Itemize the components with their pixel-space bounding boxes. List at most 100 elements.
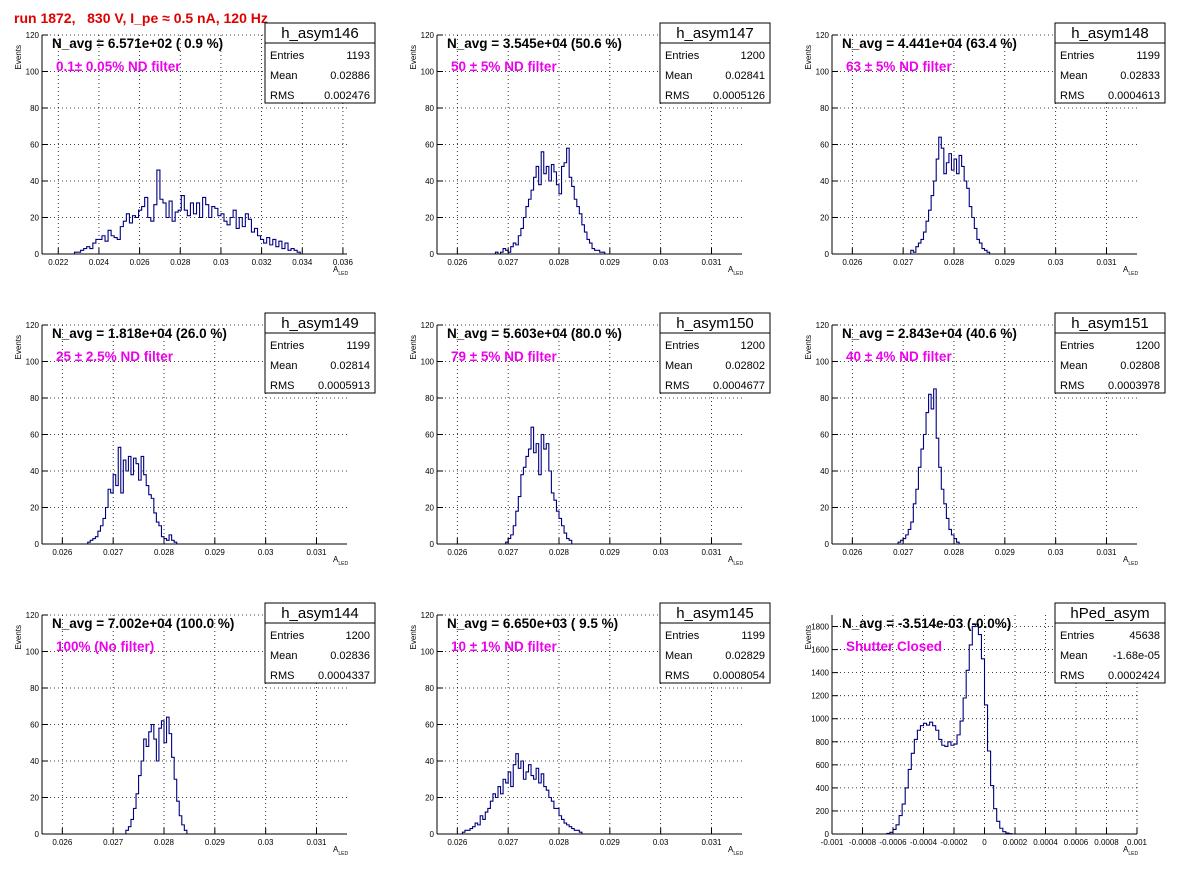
x-tick-label: 0.026 xyxy=(447,548,468,557)
x-tick-label: 0.031 xyxy=(1096,548,1117,557)
x-tick-label: 0.028 xyxy=(549,548,570,557)
stats-label: RMS xyxy=(1060,380,1084,392)
stats-label: Entries xyxy=(1060,630,1095,642)
stats-box xyxy=(1054,312,1166,394)
x-tick-label: 0.03 xyxy=(258,548,274,557)
stats-title: h_asym146 xyxy=(281,25,359,42)
stats-value: 0.02829 xyxy=(725,650,765,662)
stats-label: Entries xyxy=(665,50,700,62)
y-tick-label: 80 xyxy=(30,394,39,403)
stats-label: Entries xyxy=(270,50,305,62)
y-tick-label: 60 xyxy=(425,141,434,150)
stats-box xyxy=(659,602,771,684)
x-tick-label: 0 xyxy=(982,838,987,847)
histogram-line xyxy=(461,753,583,834)
x-tick-label: 0.031 xyxy=(701,838,722,847)
y-tick-label: 100 xyxy=(421,648,435,657)
x-tick-label: 0.029 xyxy=(600,838,621,847)
histogram-line xyxy=(87,446,178,544)
x-tick-label: 0.034 xyxy=(292,258,313,267)
x-tick-label: 0.027 xyxy=(103,548,124,557)
histogram-pad-h_asym145: 0.026 0.027 0.028 0.029 0.03 0.031 0 20 40 60 80 10… xyxy=(409,602,771,857)
stats-label: Mean xyxy=(1060,650,1088,662)
x-tick-label: 0.029 xyxy=(995,258,1016,267)
x-tick-label: 0.028 xyxy=(170,258,191,267)
histogram-header: N_avg = 5.603e+04 (80.0 %) xyxy=(447,326,622,341)
stats-value: 0.0003978 xyxy=(1108,380,1160,392)
filter-annotation: 63 ± 5% ND filter xyxy=(846,59,952,74)
stats-title: h_asym145 xyxy=(676,605,754,622)
y-tick-label: 80 xyxy=(30,684,39,693)
histogram-pad-h_asym147: 0.026 0.027 0.028 0.029 0.03 0.031 0 20 40 60 80 10… xyxy=(409,22,771,277)
stats-label: RMS xyxy=(270,380,294,392)
x-tick-label: 0.029 xyxy=(205,838,226,847)
x-tick-label: 0.022 xyxy=(48,258,69,267)
stats-value: 1193 xyxy=(346,50,370,62)
x-tick-label: -0.001 xyxy=(821,838,844,847)
stats-label: RMS xyxy=(665,90,689,102)
x-tick-label: 0.026 xyxy=(130,258,151,267)
stats-label: Entries xyxy=(270,340,305,352)
x-tick-label: 0.029 xyxy=(600,548,621,557)
y-axis-label: Events xyxy=(409,335,418,359)
histogram-pad-h_asym148: 0.026 0.027 0.028 0.029 0.03 0.031 0 20 40 60 80 10… xyxy=(804,22,1166,277)
y-tick-label: 100 xyxy=(26,68,40,77)
x-tick-label: 0.024 xyxy=(89,258,110,267)
y-tick-label: 40 xyxy=(425,757,434,766)
filter-annotation: 79 ± 5% ND filter xyxy=(451,349,557,364)
filter-annotation: 40 ± 4% ND filter xyxy=(846,349,952,364)
stats-value: 0.0004677 xyxy=(713,380,765,392)
filter-annotation: 10 ± 1% ND filter xyxy=(451,639,557,654)
histogram-header: N_avg = 6.650e+03 ( 9.5 %) xyxy=(447,616,618,631)
stats-label: Entries xyxy=(1060,340,1095,352)
histogram-line xyxy=(125,716,188,834)
y-axis-label: Events xyxy=(804,335,813,359)
y-tick-label: 60 xyxy=(425,431,434,440)
stats-label: Entries xyxy=(665,630,700,642)
x-tick-label: 0.036 xyxy=(333,258,354,267)
y-axis-label: Events xyxy=(804,625,813,649)
histogram-line xyxy=(494,147,606,255)
y-tick-label: 120 xyxy=(816,31,830,40)
y-axis-label: Events xyxy=(409,625,418,649)
histogram-pad-h_asym151: 0.026 0.027 0.028 0.029 0.03 0.031 0 20 40 60 80 10… xyxy=(804,312,1166,567)
x-tick-label: 0.0004 xyxy=(1033,838,1058,847)
histogram-line xyxy=(886,623,1013,835)
stats-value: 1200 xyxy=(1136,340,1160,352)
y-tick-label: 20 xyxy=(30,214,39,223)
histogram-line xyxy=(910,136,991,254)
x-tick-label: 0.028 xyxy=(944,548,965,557)
y-axis-label: Events xyxy=(14,625,23,649)
y-tick-label: 1600 xyxy=(811,646,829,655)
x-axis-label: ALED xyxy=(728,555,743,567)
y-tick-label: 120 xyxy=(421,31,435,40)
stats-value: 0.0008054 xyxy=(713,670,765,682)
stats-value: -1.68e-05 xyxy=(1113,650,1160,662)
stats-label: Mean xyxy=(270,70,298,82)
y-tick-label: 60 xyxy=(820,141,829,150)
y-tick-label: 200 xyxy=(816,807,830,816)
x-tick-label: 0.026 xyxy=(842,548,863,557)
y-tick-label: 60 xyxy=(820,431,829,440)
x-tick-label: 0.027 xyxy=(498,548,519,557)
stats-label: Mean xyxy=(270,650,298,662)
y-tick-label: 20 xyxy=(425,794,434,803)
x-tick-label: 0.03 xyxy=(258,838,274,847)
stats-value: 1200 xyxy=(741,50,765,62)
stats-label: RMS xyxy=(1060,90,1084,102)
y-tick-label: 120 xyxy=(26,611,40,620)
stats-value: 1199 xyxy=(1136,50,1160,62)
x-tick-label: 0.029 xyxy=(600,258,621,267)
stats-value: 0.02836 xyxy=(330,650,370,662)
x-tick-label: 0.03 xyxy=(653,838,669,847)
x-tick-label: 0.0002 xyxy=(1003,838,1028,847)
y-tick-label: 100 xyxy=(26,648,40,657)
filter-annotation: 100% (No filter) xyxy=(56,639,154,654)
y-tick-label: 100 xyxy=(421,68,435,77)
x-tick-label: 0.0006 xyxy=(1064,838,1089,847)
filter-annotation: 50 ± 5% ND filter xyxy=(451,59,557,74)
y-tick-label: 40 xyxy=(425,177,434,186)
stats-value: 0.02814 xyxy=(330,360,370,372)
y-tick-label: 0 xyxy=(825,250,830,259)
